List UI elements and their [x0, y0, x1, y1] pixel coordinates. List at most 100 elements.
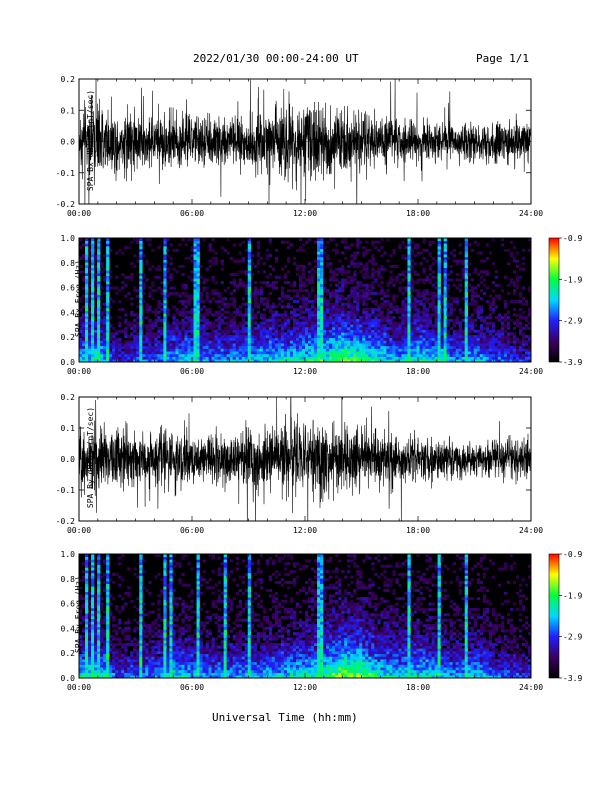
- bx-spectrogram-cell: [298, 310, 303, 314]
- bx-spectrogram-cell: [214, 281, 218, 285]
- bx-spectrogram-cell: [157, 353, 161, 357]
- by-spectrogram-cell: [157, 661, 161, 665]
- bx-spectrogram-cell: [404, 335, 408, 339]
- bx-spectrogram-cell: [250, 340, 255, 344]
- by-spectrogram-cell: [88, 629, 92, 633]
- bx-spectrogram-cell: [199, 351, 203, 355]
- bx-spectrogram-cell: [470, 302, 475, 306]
- bx-spectrogram-cell: [106, 356, 110, 360]
- bx-spectrogram-cell: [404, 340, 408, 344]
- bx-spectrogram-cell: [280, 343, 285, 347]
- bx-spectrogram-cell: [301, 302, 306, 306]
- bx-spectrogram-cell: [347, 332, 351, 336]
- bx-spectrogram-cell: [136, 313, 140, 317]
- bx-spectrogram-cell: [157, 343, 161, 347]
- bx-spectrogram-cell: [464, 238, 469, 241]
- by-spectrogram-cell: [85, 570, 89, 574]
- bx-spectrogram-cell: [371, 262, 375, 266]
- bx-spectrogram-cell: [377, 248, 381, 252]
- bx-spectrogram-cell: [344, 278, 348, 282]
- bx-spectrogram-cell: [428, 278, 432, 282]
- bx-spectrogram-cell: [491, 343, 496, 347]
- bx-spectrogram-cell: [106, 246, 110, 250]
- by-spectrogram-cell: [121, 607, 125, 611]
- bx-spectrogram-cell: [347, 337, 351, 341]
- bx-spectrogram-cell: [187, 294, 191, 298]
- bx-spectrogram-cell: [172, 332, 176, 336]
- bx-spectrogram-cell: [515, 275, 520, 279]
- by-spectrogram-cell: [148, 669, 152, 673]
- bx-spectrogram-cell: [344, 270, 348, 274]
- bx-spectrogram-cell: [223, 289, 227, 293]
- bx-spectrogram-cell: [497, 318, 502, 322]
- bx-spectrogram-cell: [202, 278, 206, 282]
- bx-spectrogram-cell: [455, 329, 459, 333]
- bx-spectrogram-cell: [428, 351, 432, 355]
- bx-spectrogram-cell: [464, 259, 469, 263]
- bx-spectrogram-cell: [437, 264, 441, 268]
- bx-spectrogram-cell: [452, 343, 456, 347]
- bx-spectrogram-cell: [416, 294, 420, 298]
- bx-spectrogram-cell: [455, 321, 459, 325]
- bx-spectrogram-cell: [509, 254, 514, 258]
- bx-spectrogram-cell: [139, 289, 143, 293]
- bx-spectrogram-cell: [386, 308, 390, 312]
- bx-spectrogram-cell: [320, 291, 324, 295]
- bx-spectrogram-cell: [356, 324, 360, 328]
- bx-spectrogram-cell: [500, 356, 505, 360]
- bx-spectrogram-cell: [512, 345, 517, 349]
- bx-spectrogram-cell: [377, 310, 381, 314]
- bx-spectrogram-cell: [446, 294, 450, 298]
- bx-spectrogram-cell: [314, 359, 318, 363]
- by-spectrogram-cell: [79, 651, 83, 655]
- bx-spectrogram-cell: [103, 356, 107, 360]
- bx-spectrogram-cell: [157, 316, 161, 320]
- bx-spectrogram-ytick-label: 0.6: [61, 284, 76, 293]
- bx-spectrogram-cell: [91, 313, 95, 317]
- by-spectrogram-cell: [142, 570, 146, 574]
- bx-spectrogram-cell: [407, 313, 411, 317]
- bx-spectrogram-cell: [464, 353, 469, 357]
- bx-spectrogram-cell: [271, 351, 276, 355]
- bx-spectrogram-cell: [470, 343, 475, 347]
- bx-spectrogram-cell: [250, 348, 255, 352]
- bx-spectrogram-cell: [256, 246, 261, 250]
- bx-spectrogram-cell: [377, 275, 381, 279]
- by-spectrogram-cell: [106, 645, 110, 649]
- bx-spectrogram-cell: [515, 264, 520, 268]
- bx-spectrogram-cell: [94, 324, 98, 328]
- bx-spectrogram-cell: [389, 359, 393, 363]
- by-spectrogram-cell: [118, 659, 122, 663]
- bx-spectrogram-cell: [335, 248, 339, 252]
- bx-spectrogram-cell: [434, 348, 438, 352]
- bx-spectrogram-cell: [196, 348, 200, 352]
- by-spectrogram-cell: [82, 661, 86, 665]
- bx-spectrogram-cell: [214, 343, 218, 347]
- bx-spectrogram-cell: [473, 308, 478, 312]
- bx-spectrogram-cell: [250, 343, 255, 347]
- bx-spectrogram-cell: [283, 318, 288, 322]
- bx-spectrogram-cell: [461, 351, 465, 355]
- bx-spectrogram-cell: [320, 345, 324, 349]
- bx-spectrogram-cell: [268, 356, 273, 360]
- bx-spectrogram-cell: [136, 316, 140, 320]
- by-spectrogram-cell: [139, 554, 143, 557]
- bx-spectrogram-cell: [368, 329, 372, 333]
- bx-spectrogram-cell: [130, 348, 134, 352]
- bx-spectrogram-cell: [365, 286, 369, 290]
- bx-spectrogram-cell: [389, 305, 393, 309]
- by-spectrogram-cell: [97, 637, 101, 641]
- bx-spectrogram-cell: [85, 254, 89, 258]
- bx-spectrogram-cell: [425, 332, 429, 336]
- bx-spectrogram-cell: [428, 335, 432, 339]
- by-spectrogram-cell: [118, 575, 122, 579]
- bx-spectrogram-cell: [407, 254, 411, 258]
- bx-spectrogram-cell: [482, 283, 487, 287]
- bx-spectrogram-cell: [380, 297, 384, 301]
- bx-spectrogram-cell: [521, 310, 526, 314]
- bx-spectrogram-cell: [332, 356, 336, 360]
- bx-spectrogram-cell: [362, 302, 366, 306]
- bx-spectrogram-cell: [214, 291, 218, 295]
- bx-spectrogram-cell: [512, 256, 517, 260]
- bx-spectrogram-cell: [184, 348, 188, 352]
